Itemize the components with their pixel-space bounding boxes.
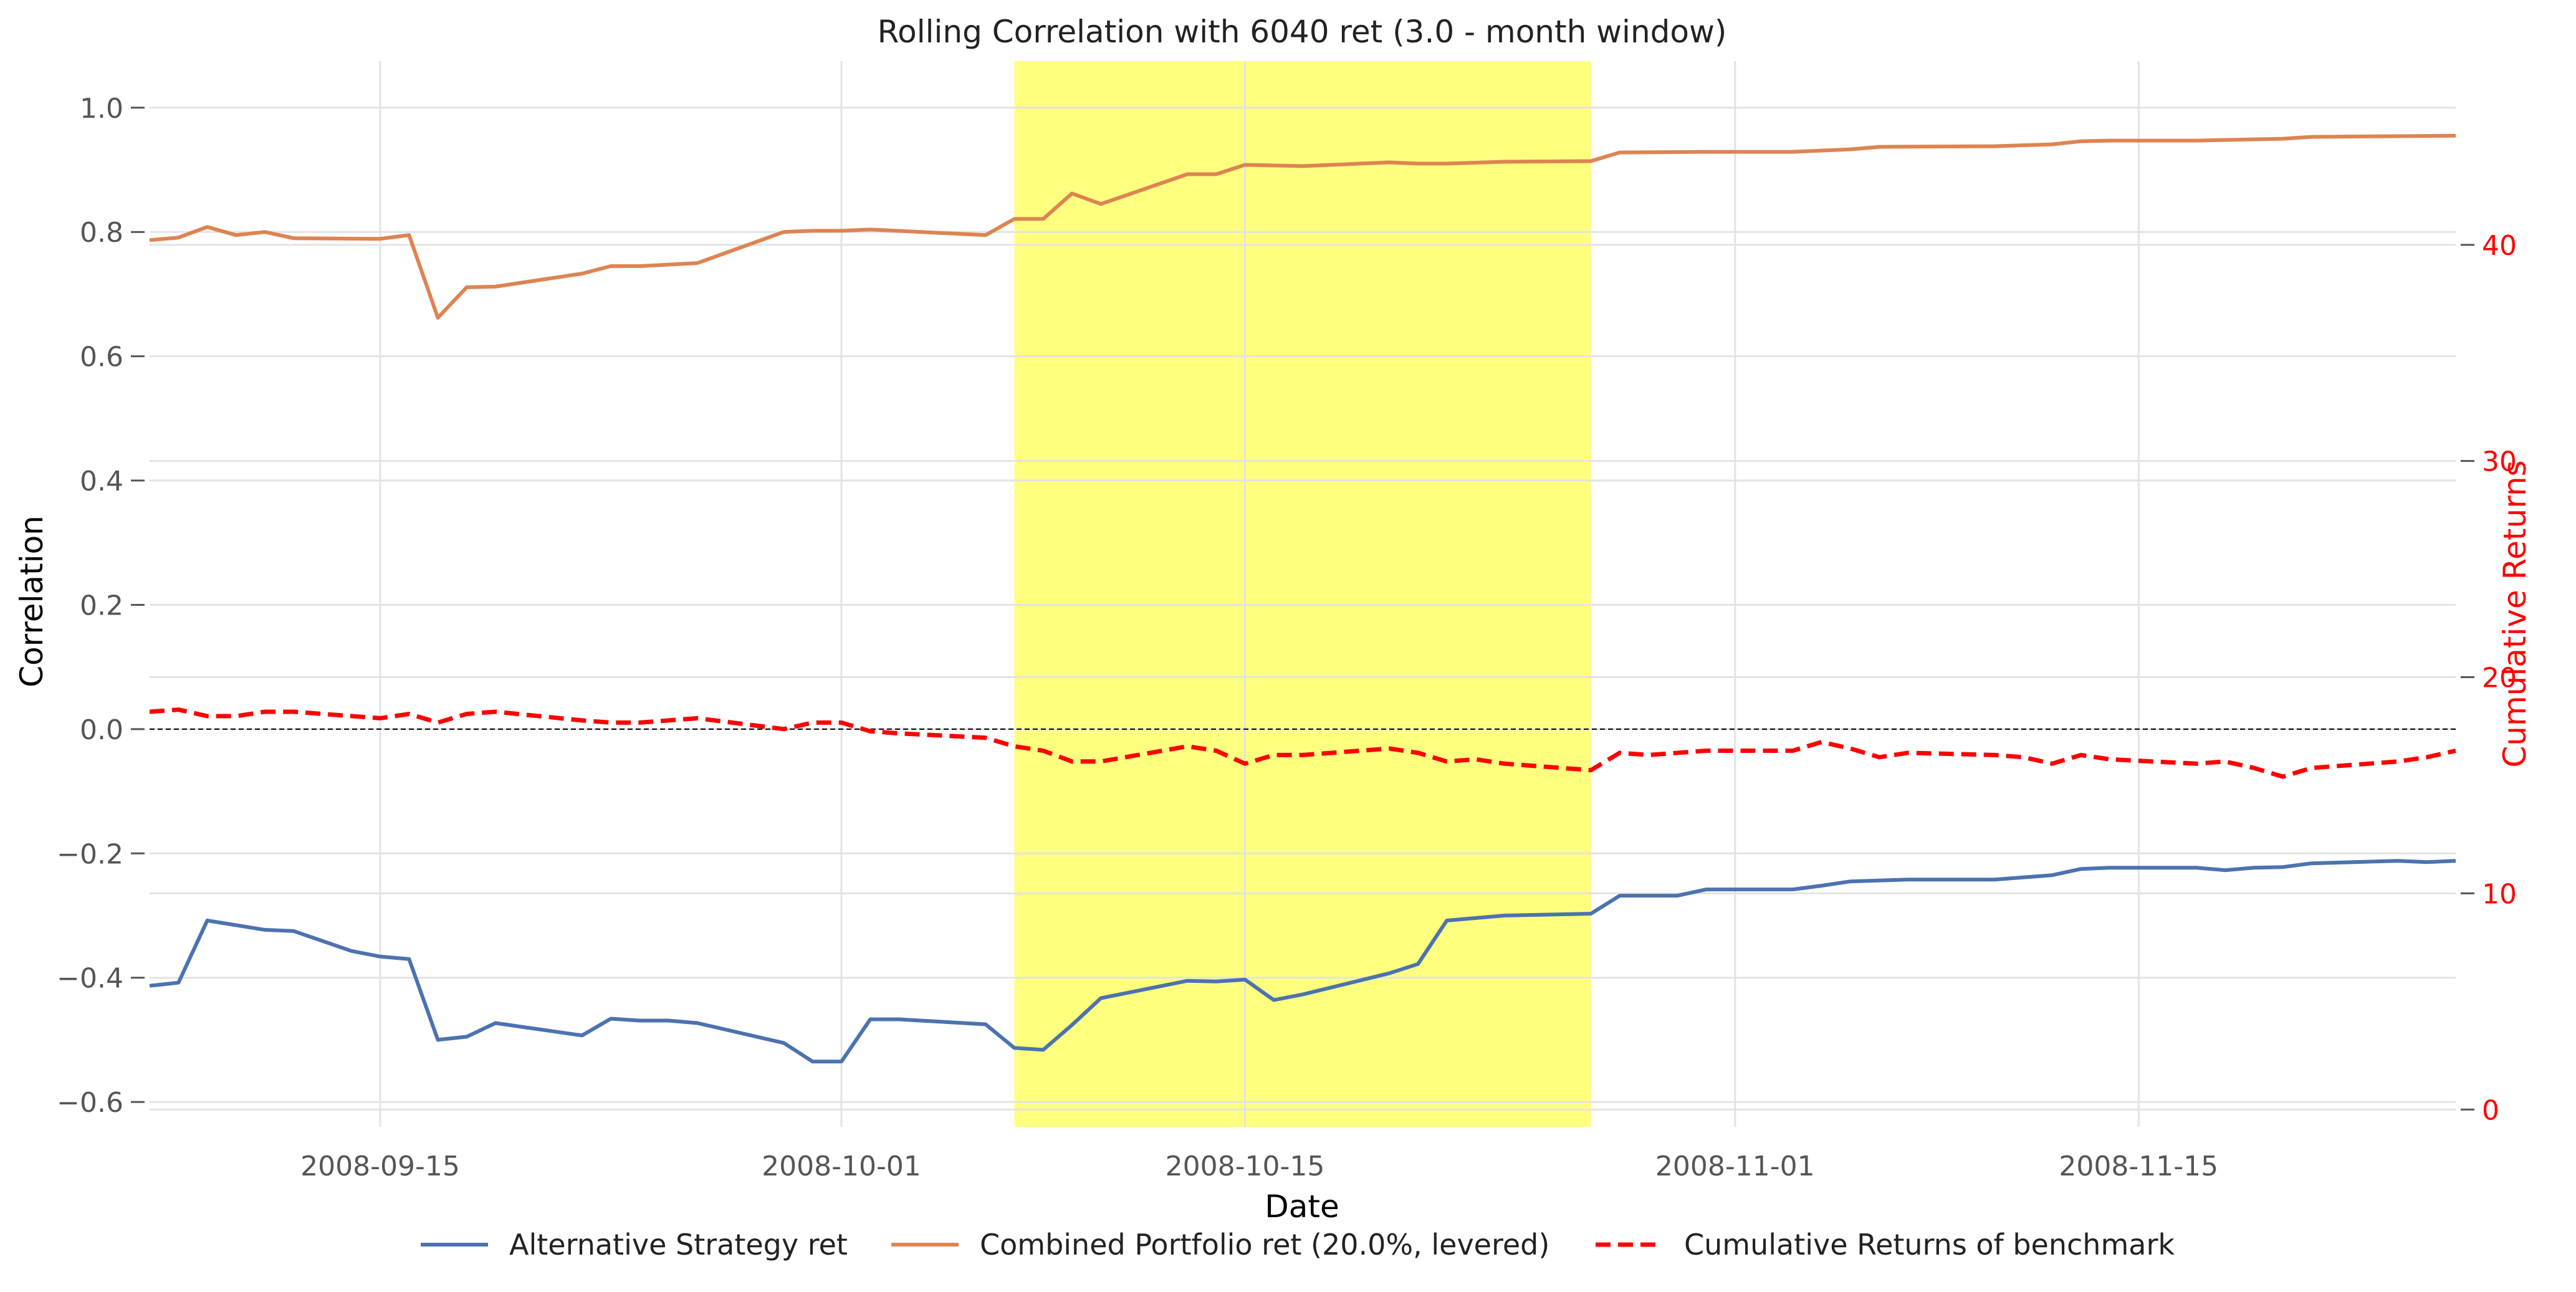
x-tick-label: 2008-09-15 bbox=[300, 1151, 460, 1182]
axes-layer: 1.0 0.8 0.6 0.4 0.2 0.0 −0.2 −0.4 −0.6 0 10 20 30 40 2… bbox=[57, 93, 2517, 1182]
legend-label-3: Cumulative Returns of benchmark bbox=[1684, 1228, 2175, 1261]
x-tick-label: 2008-11-01 bbox=[1655, 1151, 1815, 1182]
x-tick-label: 2008-10-15 bbox=[1166, 1151, 1325, 1182]
grid-layer bbox=[150, 61, 2456, 1127]
y-tick-label: −0.4 bbox=[57, 963, 123, 995]
highlight-layer bbox=[1014, 61, 1591, 1127]
y-tick-label: 0.6 bbox=[80, 342, 123, 373]
y-tick-label: 0.4 bbox=[80, 466, 123, 497]
y-tick-label: 0.2 bbox=[80, 590, 123, 621]
y2-tick-label: 10 bbox=[2482, 878, 2517, 910]
x-axis-title: Date bbox=[1265, 1189, 1339, 1225]
chart-title: Rolling Correlation with 6040 ret (3.0 -… bbox=[878, 14, 1727, 50]
legend: Alternative Strategy ret Combined Portfol… bbox=[421, 1228, 2175, 1261]
x-tick-label: 2008-10-01 bbox=[762, 1151, 921, 1182]
y2-tick-label: 40 bbox=[2482, 230, 2517, 262]
y-tick-label: 0.0 bbox=[80, 714, 123, 746]
series-line-1 bbox=[149, 859, 2456, 1064]
y-tick-label: 0.8 bbox=[80, 217, 123, 249]
series-line-3 bbox=[149, 707, 2456, 779]
y-tick-label: 1.0 bbox=[80, 93, 123, 125]
y-tick-label: −0.2 bbox=[57, 838, 123, 870]
highlight-region bbox=[1014, 61, 1591, 1127]
y-tick-label: −0.6 bbox=[57, 1087, 123, 1119]
y-axis-title: Correlation bbox=[14, 515, 50, 687]
series-layer bbox=[149, 133, 2456, 1064]
y2-tick-label: 20 bbox=[2482, 663, 2517, 694]
x-tick-label: 2008-11-15 bbox=[2059, 1151, 2218, 1182]
y2-tick-label: 0 bbox=[2482, 1094, 2499, 1126]
legend-label-2: Combined Portfolio ret (20.0%, levered) bbox=[980, 1228, 1549, 1261]
legend-label-1: Alternative Strategy ret bbox=[509, 1228, 848, 1261]
series-line-2 bbox=[149, 133, 2456, 320]
y2-tick-label: 30 bbox=[2482, 446, 2517, 478]
y2-axis-title: Cumulative Returns bbox=[2497, 460, 2533, 767]
